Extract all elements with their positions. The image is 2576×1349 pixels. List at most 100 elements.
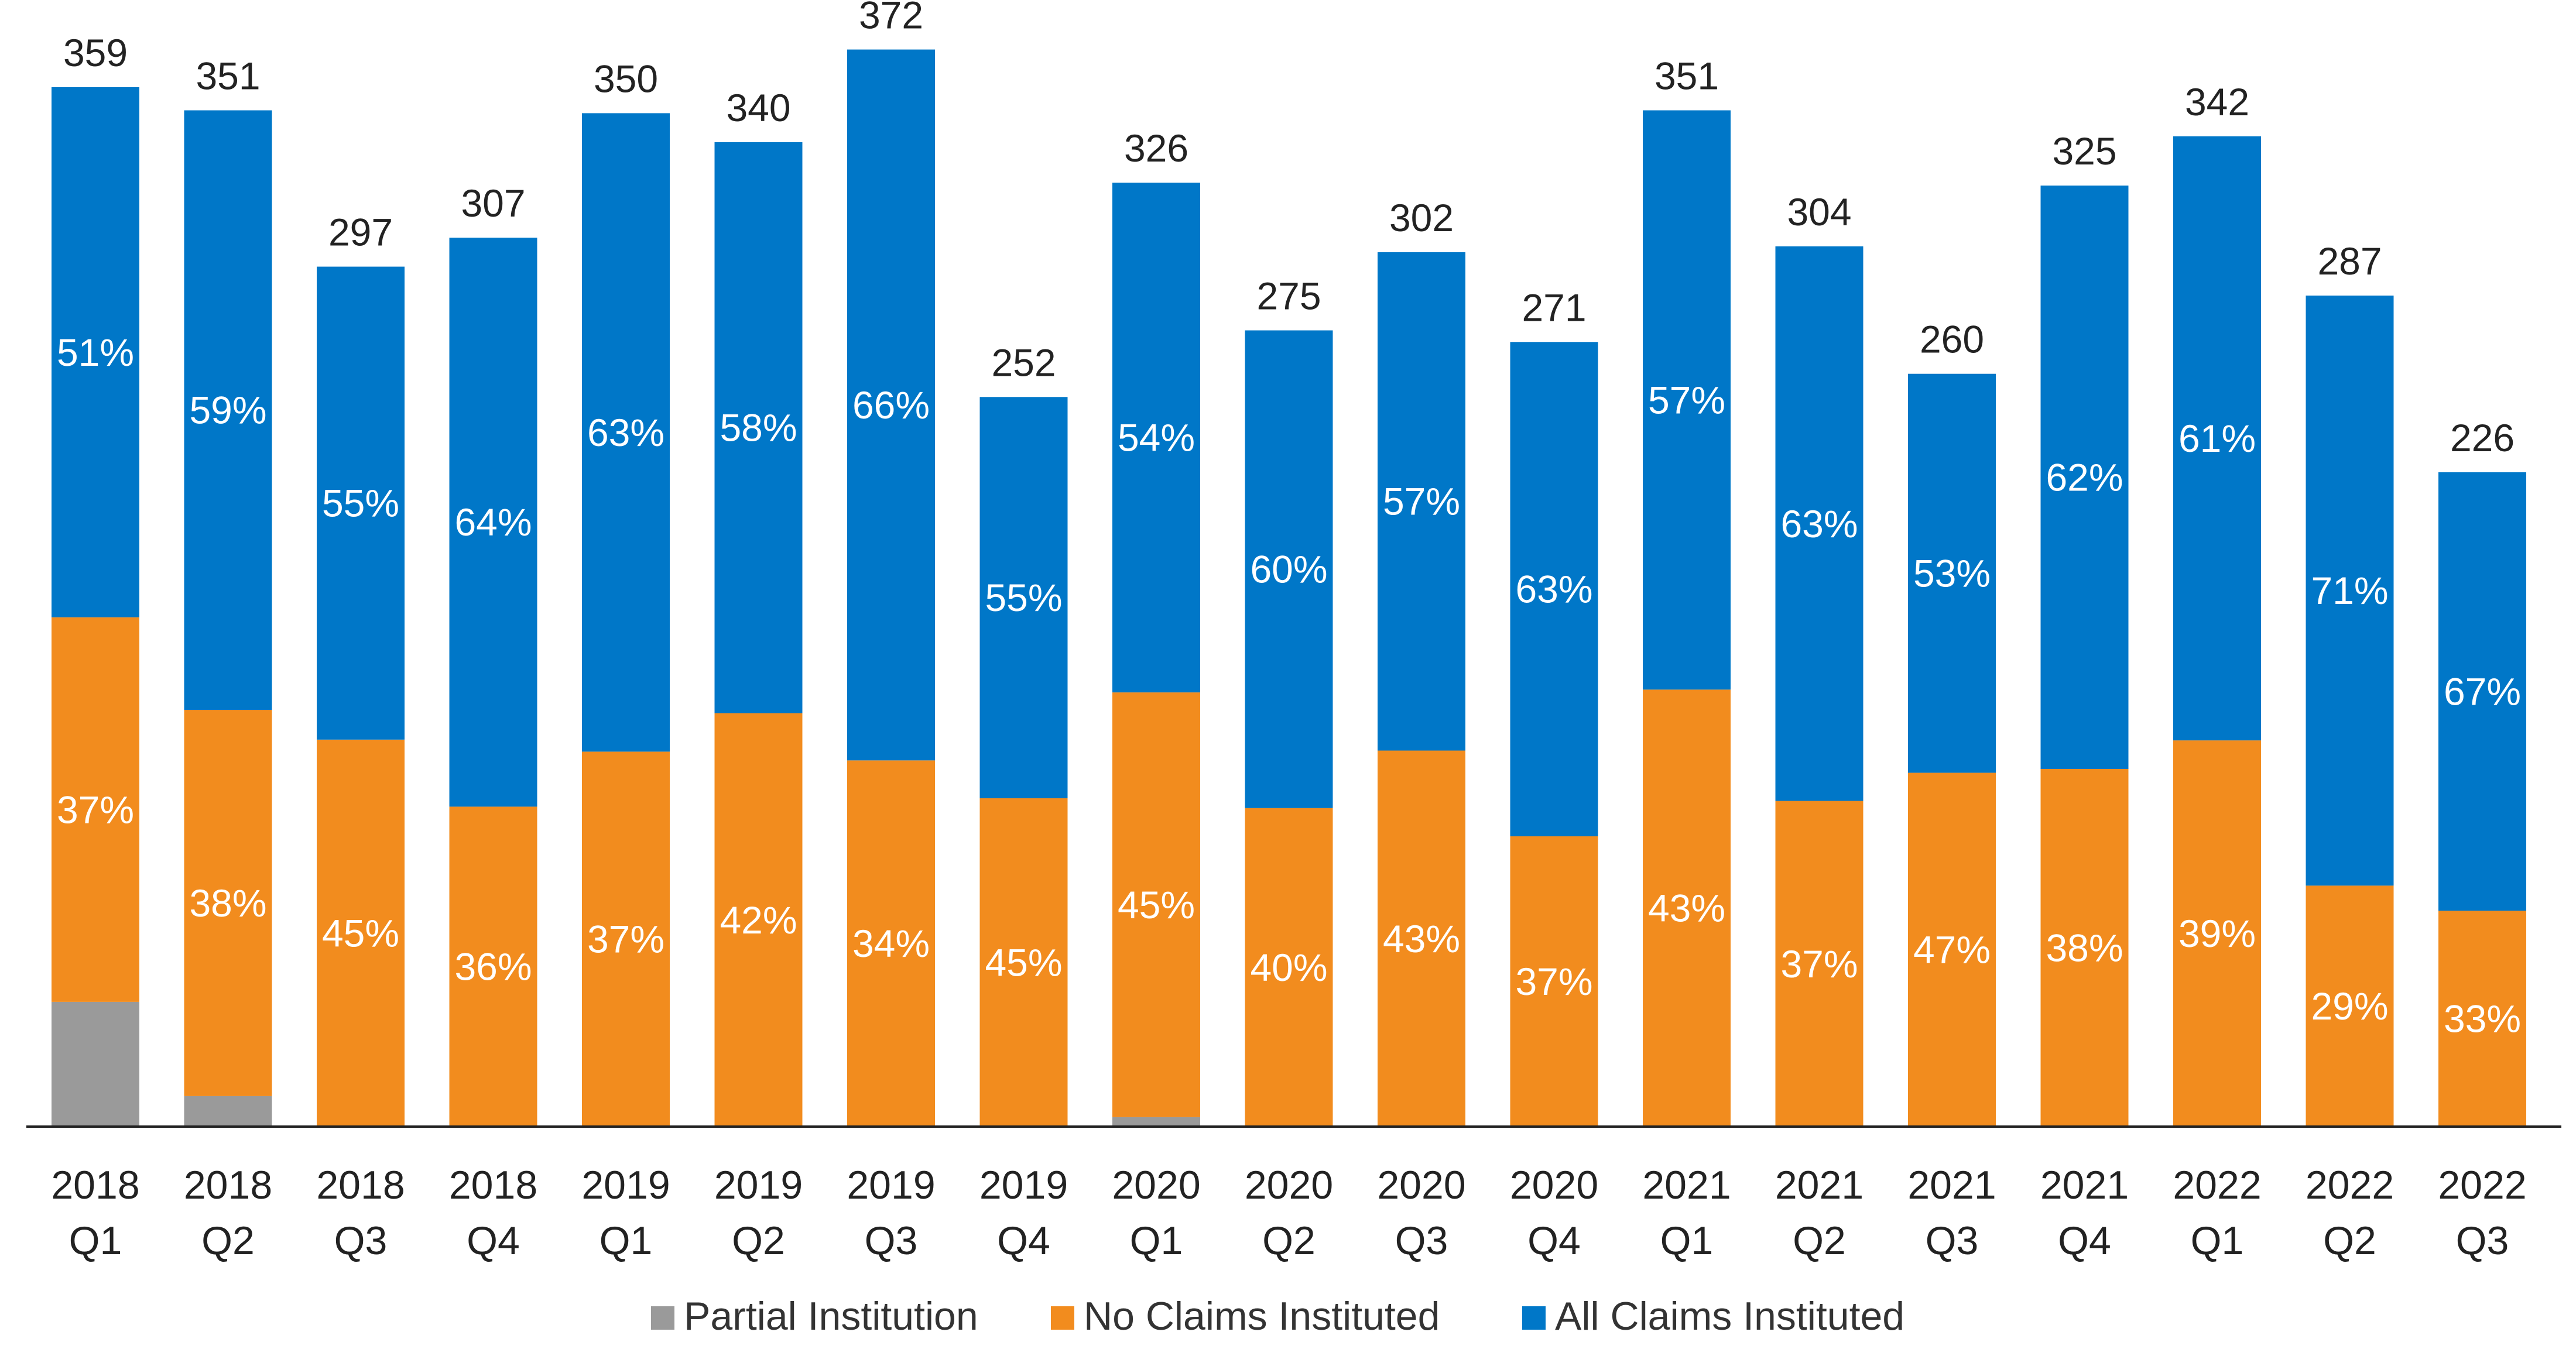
x-tick-label: 2021	[1775, 1163, 1864, 1207]
segment-percent-label: 64%	[454, 500, 532, 544]
bar-segment	[184, 1096, 272, 1127]
segment-percent-label: 37%	[57, 788, 134, 831]
x-tick-label: Q1	[600, 1218, 653, 1263]
segment-percent-label: 63%	[1780, 502, 1858, 545]
x-tick-label: 2018	[184, 1163, 272, 1207]
x-tick-label: 2020	[1510, 1163, 1598, 1207]
legend-swatch	[1051, 1306, 1074, 1330]
segment-percent-label: 63%	[1515, 568, 1592, 611]
segment-percent-label: 33%	[2444, 997, 2521, 1041]
bar-total-label: 326	[1124, 126, 1188, 170]
segment-percent-label: 66%	[852, 383, 930, 427]
x-tick-label: Q2	[1793, 1218, 1846, 1263]
segment-percent-label: 45%	[322, 911, 399, 955]
stacked-bar-chart: 37%51%38%59%45%55%36%64%37%63%42%58%34%6…	[0, 0, 2576, 1349]
x-tick-label: Q3	[2456, 1218, 2509, 1263]
segment-percent-label: 39%	[2178, 912, 2256, 955]
bar-total-label: 297	[328, 211, 393, 254]
x-tick-label: 2021	[1907, 1163, 1996, 1207]
bar-total-label: 351	[196, 54, 260, 98]
x-tick-label: 2022	[2438, 1163, 2526, 1207]
bar-total-label: 304	[1787, 190, 1851, 234]
legend-label: No Claims Instituted	[1084, 1294, 1440, 1338]
x-tick-label: Q2	[201, 1218, 255, 1263]
bar-total-label: 325	[2052, 129, 2116, 173]
x-tick-label: 2019	[979, 1163, 1068, 1207]
segment-percent-label: 61%	[2178, 417, 2256, 460]
legend-swatch	[651, 1306, 674, 1330]
segment-percent-label: 45%	[1118, 883, 1195, 926]
legend-swatch	[1522, 1306, 1546, 1330]
segment-percent-label: 60%	[1250, 548, 1327, 591]
x-tick-label: 2020	[1112, 1163, 1200, 1207]
x-tick-label: 2018	[51, 1163, 139, 1207]
x-tick-label: 2020	[1245, 1163, 1333, 1207]
x-tick-label: Q1	[1660, 1218, 1714, 1263]
legend-label: All Claims Instituted	[1555, 1294, 1904, 1338]
bar-total-label: 271	[1522, 286, 1586, 329]
segment-percent-label: 37%	[1780, 942, 1858, 986]
bar-total-label: 287	[2317, 239, 2382, 283]
segment-percent-label: 58%	[720, 406, 797, 449]
x-tick-label: 2019	[581, 1163, 670, 1207]
segment-percent-label: 42%	[720, 898, 797, 942]
x-tick-label: Q1	[2191, 1218, 2244, 1263]
bar-total-label: 359	[63, 31, 128, 74]
bar-total-label: 275	[1256, 274, 1321, 318]
x-tick-label: Q4	[1527, 1218, 1581, 1263]
legend-label: Partial Institution	[684, 1294, 978, 1338]
segment-percent-label: 38%	[189, 881, 266, 925]
x-tick-label: 2021	[1642, 1163, 1731, 1207]
segment-percent-label: 57%	[1383, 480, 1460, 523]
x-tick-label: 2020	[1377, 1163, 1465, 1207]
x-tick-label: 2022	[2173, 1163, 2261, 1207]
x-tick-label: Q3	[334, 1218, 388, 1263]
x-tick-label: Q1	[1130, 1218, 1183, 1263]
bar-total-label: 260	[1920, 318, 1984, 361]
bar-segment	[1112, 1117, 1200, 1127]
bar-total-label: 350	[594, 57, 658, 100]
segment-percent-label: 47%	[1913, 928, 1991, 972]
segment-percent-label: 51%	[57, 331, 134, 374]
segment-percent-label: 29%	[2311, 984, 2388, 1028]
bar-segment	[52, 1002, 139, 1127]
x-tick-label: Q3	[1395, 1218, 1448, 1263]
x-tick-label: 2022	[2306, 1163, 2394, 1207]
segment-percent-label: 63%	[587, 411, 664, 454]
x-tick-label: Q3	[1926, 1218, 1979, 1263]
x-tick-label: 2018	[316, 1163, 405, 1207]
segment-percent-label: 38%	[2046, 926, 2123, 970]
bar-total-label: 372	[859, 0, 923, 37]
bar-total-label: 307	[461, 181, 525, 225]
x-tick-label: Q3	[865, 1218, 918, 1263]
bar-total-label: 351	[1654, 54, 1719, 98]
segment-percent-label: 40%	[1250, 946, 1327, 989]
segment-percent-label: 37%	[587, 918, 664, 961]
segment-percent-label: 67%	[2444, 670, 2521, 713]
x-tick-label: Q1	[69, 1218, 122, 1263]
segment-percent-label: 43%	[1383, 917, 1460, 960]
x-tick-label: Q2	[1262, 1218, 1316, 1263]
x-tick-label: Q4	[2058, 1218, 2111, 1263]
segment-percent-label: 37%	[1515, 960, 1592, 1003]
segment-percent-label: 34%	[852, 922, 930, 965]
x-tick-label: 2019	[714, 1163, 803, 1207]
bar-total-label: 252	[991, 341, 1056, 384]
x-tick-label: 2018	[449, 1163, 537, 1207]
segment-percent-label: 43%	[1648, 887, 1725, 930]
legend: Partial Institution No Claims Instituted A…	[651, 1294, 1904, 1338]
bar-total-label: 302	[1389, 196, 1454, 239]
bar-total-label: 226	[2450, 416, 2515, 459]
category-label-group: 2018 Q1 2018 Q2 2018 Q3 2018 Q4 2019 Q1 2019 Q2 2019…	[51, 1163, 2526, 1263]
segment-percent-label: 57%	[1648, 378, 1725, 421]
x-tick-label: Q4	[467, 1218, 520, 1263]
segment-percent-label: 71%	[2311, 569, 2388, 612]
segment-percent-label: 36%	[454, 945, 532, 988]
segment-percent-label: 45%	[985, 941, 1062, 984]
x-tick-label: Q2	[732, 1218, 785, 1263]
segment-percent-label: 55%	[322, 482, 399, 525]
x-tick-label: 2019	[847, 1163, 935, 1207]
segment-percent-label: 53%	[1913, 552, 1991, 595]
x-tick-label: 2021	[2040, 1163, 2129, 1207]
segment-percent-label: 62%	[2046, 456, 2123, 499]
